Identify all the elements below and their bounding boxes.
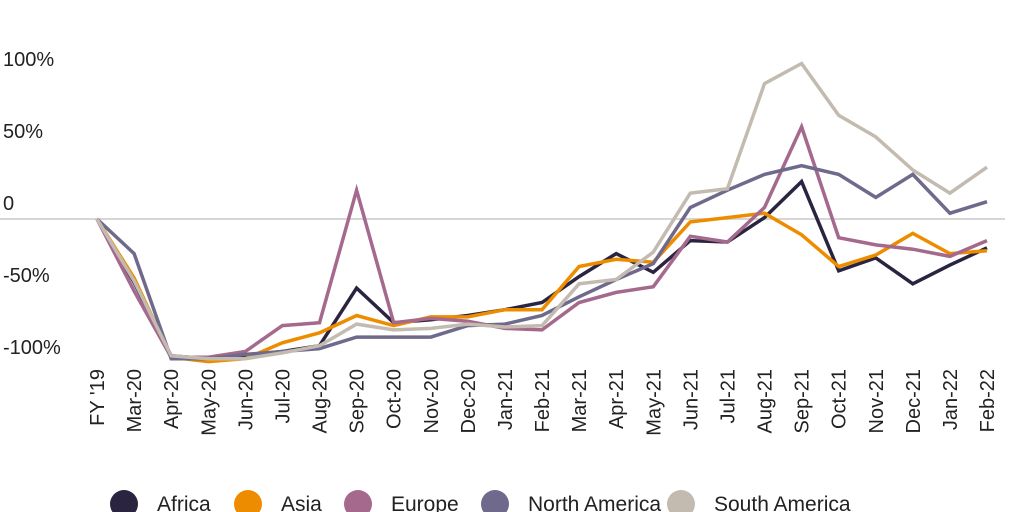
x-tick-label: Dec-20 [458, 369, 480, 433]
legend-label: Africa [157, 493, 211, 512]
x-tick-label: Aug-21 [755, 369, 777, 434]
x-tick-label: May-20 [198, 369, 220, 436]
legend-label: South America [714, 493, 851, 512]
series-line-africa [95, 178, 988, 361]
series-line-asia [95, 211, 988, 364]
x-tick-label: Jan-22 [940, 369, 962, 430]
x-tick-label: Nov-20 [421, 369, 443, 433]
y-axis-ticks: 100% 50% 0 -50% -100% [3, 49, 61, 359]
x-tick-label: Feb-21 [532, 369, 554, 432]
legend-label: Europe [391, 493, 459, 512]
legend-item: Africa [110, 490, 211, 512]
legend-item: North America [481, 490, 661, 512]
x-axis-ticks: FY '19 Mar-20 Apr-20 May-20 Jun-20 Jul-20 Aug-… [87, 369, 999, 436]
x-tick-label: Sep-21 [792, 369, 814, 434]
x-tick-label: Jan-21 [495, 369, 517, 430]
x-tick-label: Sep-20 [347, 369, 369, 434]
x-tick-label: Mar-20 [124, 369, 146, 432]
x-tick-label: Apr-21 [606, 369, 628, 429]
x-tick-label: Oct-21 [829, 369, 851, 429]
series-line-europe [95, 122, 988, 359]
y-tick-label: -100% [3, 337, 61, 359]
legend-swatch [110, 490, 138, 512]
legend-swatch [481, 490, 509, 512]
legend-label: Asia [281, 493, 322, 512]
x-tick-label: May-21 [643, 369, 665, 436]
legend-item: South America [667, 490, 851, 512]
x-tick-label: Aug-20 [310, 369, 332, 434]
legend-item: Europe [344, 490, 459, 512]
x-tick-label: Dec-21 [903, 369, 925, 433]
x-tick-label: Nov-21 [866, 369, 888, 433]
x-tick-label: Mar-21 [569, 369, 591, 432]
series-line-north-america [95, 163, 988, 361]
x-tick-label: Apr-20 [161, 369, 183, 429]
x-tick-label: Feb-22 [977, 369, 999, 432]
series-lines [95, 61, 989, 364]
legend-label: North America [528, 493, 661, 512]
legend-swatch [344, 490, 372, 512]
legend-swatch [234, 490, 262, 512]
x-tick-label: Jun-21 [680, 369, 702, 430]
x-tick-label: Jul-20 [272, 369, 294, 423]
y-tick-label: 0 [3, 193, 14, 215]
x-tick-label: Jun-20 [235, 369, 257, 430]
x-tick-label: FY '19 [87, 369, 109, 426]
x-tick-label: Oct-20 [384, 369, 406, 429]
y-tick-label: 50% [3, 121, 43, 143]
x-tick-label: Jul-21 [717, 369, 739, 423]
legend-swatch [667, 490, 695, 512]
legend-item: Asia [234, 490, 322, 512]
y-tick-label: -50% [3, 265, 50, 287]
series-line-south-america [95, 61, 989, 361]
legend: Africa Asia Europe North America South Ameri… [110, 490, 851, 512]
y-tick-label: 100% [3, 49, 54, 71]
